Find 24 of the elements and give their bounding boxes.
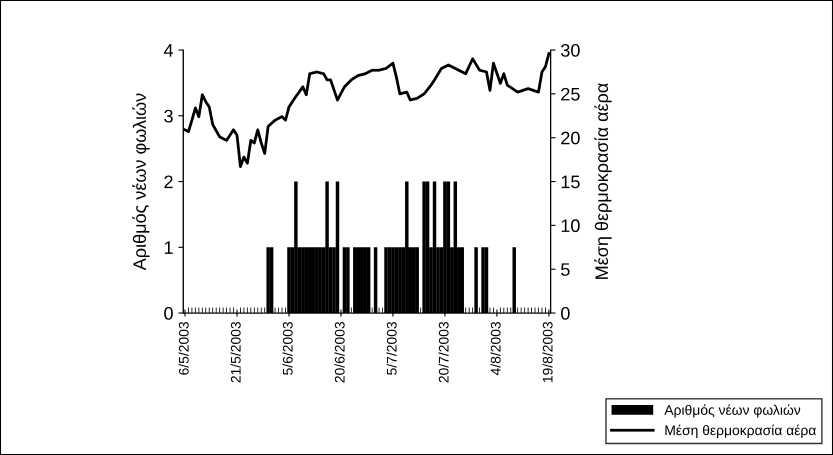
y2-axis-title: Μέση θερμοκρασία αέρα [594,83,612,279]
y2-tick-label: 0 [561,306,570,320]
y-tick-label: 0 [164,306,173,320]
y2-tick-label: 20 [561,132,580,144]
x-tick-label: 5/7/2003 [386,322,397,375]
x-tick-label: 20/6/2003 [334,322,345,382]
y2-tick-label: 15 [562,176,580,188]
y-tick-label: 3 [164,110,173,123]
y2-tick-label: 10 [562,219,580,232]
y2-tick-label: 5 [561,263,570,276]
legend-label: Μέση θερμοκρασία αέρα [665,424,816,438]
y-tick-label: 1 [164,241,173,254]
y2-tick-label: 30 [561,44,580,57]
x-tick-label: 21/5/2003 [230,322,241,382]
x-tick-label: 6/5/2003 [178,322,189,375]
y-axis-title: Αριθμός νέων φωλιών [132,94,150,270]
y2-tick-label: 25 [561,88,580,101]
legend-label: Αριθμός νέων φωλιών [664,404,800,418]
x-tick-label: 5/6/2003 [282,322,293,375]
x-tick-label: 4/8/2003 [490,322,501,376]
y-tick-label: 2 [164,175,173,188]
x-tick-label: 19/8/2003 [542,322,553,382]
x-tick-label: 20/7/2003 [438,322,449,382]
y-tick-label: 4 [164,44,174,57]
